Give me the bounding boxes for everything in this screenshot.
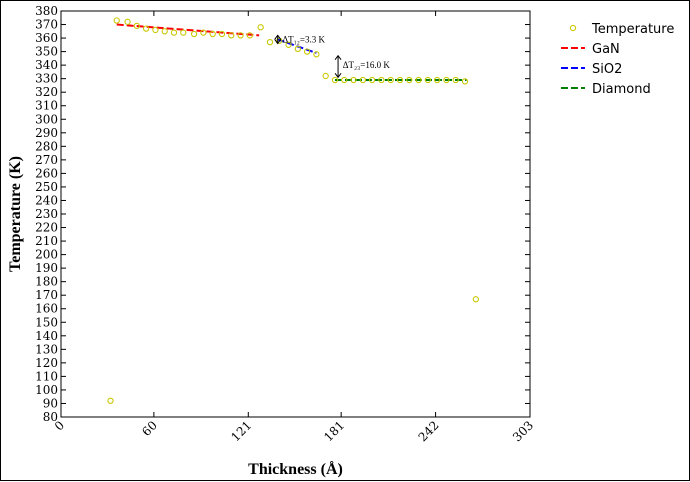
temperature-point bbox=[113, 17, 120, 24]
temperature-point bbox=[452, 76, 459, 84]
legend-marker-temperature bbox=[569, 24, 577, 32]
y-tick-label: 250 bbox=[35, 180, 58, 194]
y-tick-label: 300 bbox=[35, 112, 58, 126]
x-tick-label: 181 bbox=[321, 418, 347, 444]
annotation-arrow-head-bottom bbox=[274, 39, 282, 45]
y-tick-label: 200 bbox=[35, 248, 58, 262]
temperature-point bbox=[266, 38, 274, 46]
temperature-point bbox=[257, 24, 264, 31]
temperature-point bbox=[331, 76, 339, 84]
temperature-point bbox=[107, 397, 114, 404]
temperature-point bbox=[124, 18, 131, 25]
y-tick-label: 170 bbox=[35, 288, 58, 302]
temperature-point bbox=[218, 30, 226, 38]
legend-label-gan: GaN bbox=[592, 42, 620, 57]
annotation-label: ΔT₁₂=3.3 K bbox=[282, 34, 325, 44]
x-tick-label: 242 bbox=[416, 418, 442, 444]
legend-label-temperature: Temperature bbox=[591, 22, 674, 37]
plot-frame bbox=[60, 10, 531, 418]
temperature-point bbox=[359, 76, 366, 84]
annotation-arrow-head-bottom bbox=[334, 73, 342, 79]
y-tick-label: 120 bbox=[35, 356, 58, 370]
temperature-point bbox=[313, 51, 320, 58]
temperature-point bbox=[350, 76, 357, 84]
y-tick-label: 80 bbox=[43, 410, 58, 424]
temperature-point bbox=[472, 296, 479, 303]
temperature-point bbox=[461, 78, 469, 85]
temperature-point bbox=[424, 76, 431, 84]
temperature-point bbox=[200, 29, 207, 36]
x-tick-label: 0 bbox=[52, 418, 67, 433]
temperature-point bbox=[133, 22, 140, 30]
temperature-point bbox=[142, 25, 150, 32]
y-tick-label: 230 bbox=[35, 207, 58, 221]
temperature-point bbox=[285, 41, 292, 48]
temperature-point bbox=[294, 45, 301, 53]
y-tick-label: 190 bbox=[35, 261, 58, 275]
y-tick-label: 280 bbox=[35, 139, 58, 153]
y-tick-label: 140 bbox=[35, 329, 58, 343]
temperature-point bbox=[378, 76, 385, 84]
temperature-point bbox=[228, 32, 235, 39]
legend-label-diamond: Diamond bbox=[592, 82, 651, 97]
temperature-point bbox=[387, 76, 394, 84]
y-tick-label: 150 bbox=[35, 315, 58, 329]
x-tick-label: 121 bbox=[228, 418, 254, 444]
temperature-point bbox=[237, 32, 244, 39]
y-tick-label: 220 bbox=[35, 221, 58, 235]
y-tick-label: 310 bbox=[35, 99, 58, 113]
temperature-point bbox=[209, 30, 216, 38]
x-tick-label: 60 bbox=[139, 418, 160, 439]
y-tick-label: 370 bbox=[35, 18, 58, 32]
y-tick-label: 110 bbox=[35, 369, 58, 383]
y-tick-label: 160 bbox=[35, 302, 58, 316]
temperature-point bbox=[190, 30, 198, 38]
legend-label-sio2: SiO2 bbox=[592, 62, 622, 77]
y-tick-label: 240 bbox=[35, 193, 58, 207]
temperature-point bbox=[406, 76, 413, 84]
temperature-point bbox=[180, 29, 187, 36]
y-tick-label: 320 bbox=[35, 85, 58, 99]
y-tick-label: 290 bbox=[35, 126, 58, 140]
temperature-point bbox=[246, 32, 253, 39]
annotation-label: ΔT₂₃=16.0 K bbox=[343, 60, 391, 70]
temperature-point bbox=[368, 76, 376, 84]
y-tick-label: 380 bbox=[35, 4, 58, 18]
x-tick-label: 303 bbox=[510, 418, 536, 444]
temperature-point bbox=[415, 76, 422, 84]
temperature-point bbox=[433, 76, 441, 84]
annotation-arrow-head-top bbox=[334, 54, 342, 60]
y-tick-label: 260 bbox=[35, 166, 58, 180]
temperature-point bbox=[443, 76, 450, 84]
y-tick-label: 210 bbox=[35, 234, 58, 248]
y-tick-label: 90 bbox=[43, 396, 58, 410]
y-tick-label: 340 bbox=[35, 58, 58, 72]
temperature-point bbox=[152, 26, 159, 34]
y-tick-label: 130 bbox=[35, 342, 58, 356]
temperature-point bbox=[396, 76, 404, 84]
y-tick-label: 330 bbox=[35, 72, 58, 86]
fit-line-gan bbox=[116, 23, 260, 37]
annotation-arrow-head-top bbox=[274, 34, 282, 40]
temperature-point bbox=[170, 29, 178, 36]
temperature-point bbox=[341, 76, 348, 84]
y-tick-label: 350 bbox=[35, 45, 58, 59]
y-tick-label: 360 bbox=[35, 31, 58, 45]
y-tick-label: 270 bbox=[35, 153, 58, 167]
temperature-point bbox=[322, 72, 329, 80]
y-tick-label: 100 bbox=[35, 383, 58, 397]
y-axis-title: Temperature (K) bbox=[7, 156, 24, 272]
temperature-point bbox=[161, 28, 168, 35]
x-axis-title: Thickness (Å) bbox=[248, 460, 343, 478]
y-tick-label: 180 bbox=[35, 275, 58, 289]
temperature-point bbox=[303, 48, 311, 55]
